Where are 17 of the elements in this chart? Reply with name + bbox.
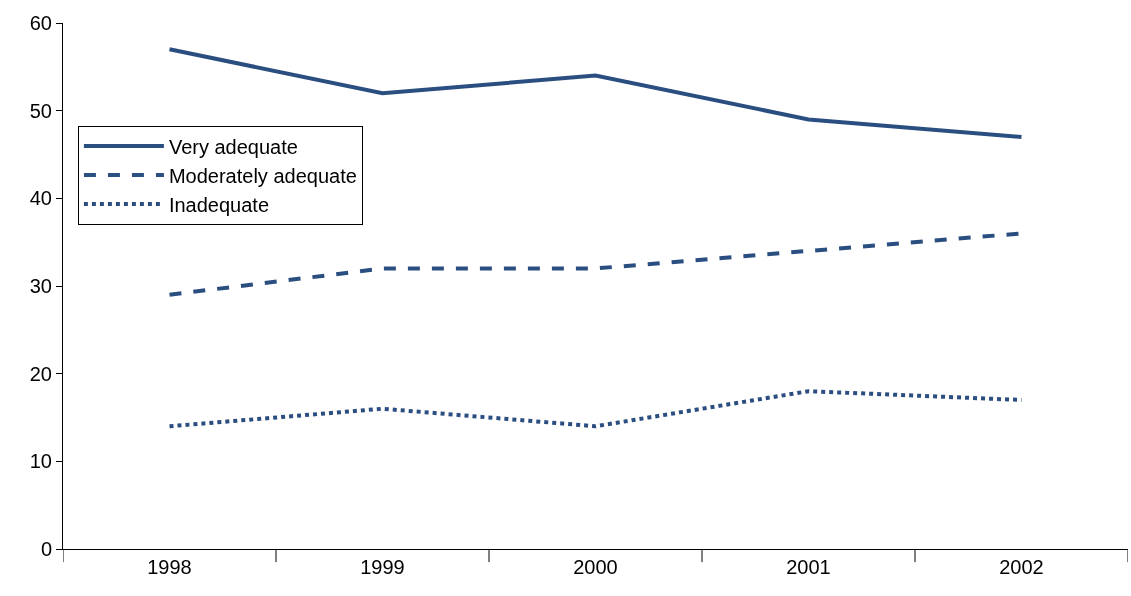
y-tick-label: 0 (40, 538, 52, 560)
y-tick-label: 50 (29, 99, 52, 122)
legend-label: Moderately adequate (168, 164, 357, 187)
y-tick-label: 40 (29, 187, 52, 210)
x-tick-label: 1999 (360, 556, 405, 578)
x-tick-label: 1998 (147, 556, 192, 578)
line-series (167, 389, 1024, 429)
y-tick-label: 20 (29, 362, 52, 385)
legend-label: Very adequate (168, 135, 298, 158)
y-tick-label: 10 (29, 450, 52, 473)
x-tick-label: 2000 (573, 556, 618, 578)
legend-label: Inadequate (168, 193, 270, 216)
x-tick-label: 2001 (786, 556, 831, 578)
y-tick-label: 30 (29, 275, 52, 297)
line-series (167, 47, 1024, 139)
x-tick-label: 2002 (999, 556, 1044, 578)
y-tick-label: 60 (29, 12, 52, 34)
